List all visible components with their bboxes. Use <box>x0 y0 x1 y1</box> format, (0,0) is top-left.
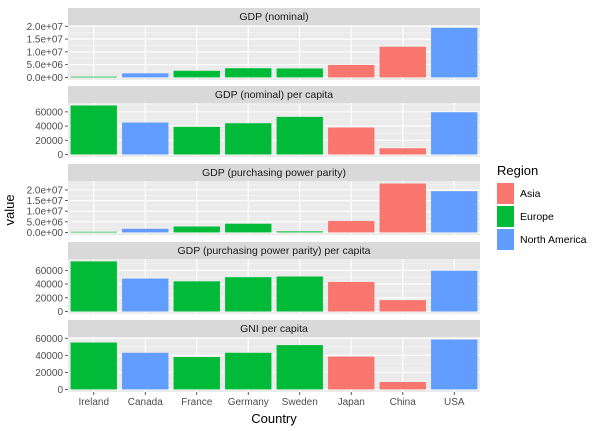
x-tick-label: China <box>390 397 417 408</box>
facet-title: GDP (purchasing power parity) <box>202 167 346 179</box>
x-tick-label: Japan <box>338 397 365 408</box>
x-tick-label: Ireland <box>78 397 109 408</box>
y-tick-label: 5.0e+06 <box>27 60 64 71</box>
bar-sweden <box>276 116 323 155</box>
bar-france <box>173 70 220 78</box>
facet-title: GDP (nominal) per capita <box>215 89 333 101</box>
y-tick-label: 2.0e+07 <box>27 185 64 196</box>
bar-japan <box>328 127 375 155</box>
y-axis-title: value <box>2 194 17 225</box>
facet-strip <box>68 164 480 181</box>
bar-germany <box>225 277 272 312</box>
bar-japan <box>328 64 375 78</box>
legend-key-north-america <box>497 229 514 250</box>
bar-sweden <box>276 345 323 390</box>
bar-japan <box>328 282 375 312</box>
x-tick-label: Germany <box>228 397 269 408</box>
bar-sweden <box>276 276 323 312</box>
bar-china <box>379 183 426 233</box>
bar-usa <box>431 191 478 233</box>
legend-title: Region <box>497 163 538 178</box>
bar-germany <box>225 352 272 390</box>
bar-china <box>379 382 426 390</box>
y-tick-label: 1.0e+07 <box>27 47 64 58</box>
y-tick-label: 60000 <box>35 334 63 345</box>
facet-strip <box>68 320 480 337</box>
y-tick-label: 1.5e+07 <box>27 196 64 207</box>
y-tick-label: 60000 <box>35 107 63 118</box>
bar-japan <box>328 220 375 233</box>
bar-china <box>379 148 426 155</box>
bar-usa <box>431 270 478 312</box>
bar-usa <box>431 112 478 155</box>
legend-label: Asia <box>520 188 541 200</box>
y-tick-label: 1.5e+07 <box>27 35 64 46</box>
y-tick-label: 0 <box>57 307 63 318</box>
bar-france <box>173 357 220 390</box>
bar-germany <box>225 223 272 233</box>
x-tick-label: Sweden <box>282 397 318 408</box>
x-tick-label: France <box>181 397 213 408</box>
facet-title: GDP (purchasing power parity) per capita <box>178 245 371 257</box>
bar-canada <box>122 122 169 155</box>
x-tick-label: Canada <box>128 397 163 408</box>
bar-usa <box>431 27 478 78</box>
y-tick-label: 40000 <box>35 351 63 362</box>
y-tick-label: 1.0e+07 <box>27 207 64 218</box>
facet-strip <box>68 8 480 25</box>
bar-usa <box>431 339 478 390</box>
facet-strip <box>68 86 480 103</box>
y-tick-label: 0.0e+00 <box>27 228 64 239</box>
bar-china <box>379 300 426 312</box>
y-tick-label: 0 <box>57 385 63 396</box>
y-tick-label: 20000 <box>35 368 63 379</box>
bar-canada <box>122 352 169 390</box>
bar-japan <box>328 356 375 390</box>
bar-france <box>173 226 220 233</box>
bar-ireland <box>70 105 117 155</box>
y-tick-label: 0.0e+00 <box>27 73 64 84</box>
bar-germany <box>225 123 272 155</box>
y-tick-label: 0 <box>57 150 63 161</box>
facet-title: GNI per capita <box>240 323 308 335</box>
y-tick-label: 20000 <box>35 136 63 147</box>
bar-france <box>173 281 220 312</box>
bar-germany <box>225 68 272 78</box>
legend-key-europe <box>497 206 514 227</box>
x-tick-label: USA <box>444 397 465 408</box>
y-tick-label: 40000 <box>35 122 63 133</box>
bar-canada <box>122 278 169 312</box>
bar-ireland <box>70 76 117 78</box>
bar-france <box>173 126 220 155</box>
y-tick-label: 5.0e+06 <box>27 217 64 228</box>
y-tick-label: 2.0e+07 <box>27 22 64 33</box>
y-tick-label: 40000 <box>35 280 63 291</box>
legend-label: Europe <box>520 211 554 223</box>
bar-china <box>379 46 426 78</box>
x-axis-title: Country <box>251 411 297 426</box>
legend-key-asia <box>497 183 514 204</box>
bar-ireland <box>70 261 117 312</box>
bar-ireland <box>70 342 117 390</box>
legend-label: North America <box>520 234 587 246</box>
facet-strip <box>68 242 480 259</box>
bar-canada <box>122 73 169 78</box>
bar-canada <box>122 228 169 233</box>
y-tick-label: 60000 <box>35 266 63 277</box>
bar-sweden <box>276 68 323 78</box>
bar-sweden <box>276 231 323 233</box>
facet-title: GDP (nominal) <box>239 11 308 23</box>
bar-ireland <box>70 231 117 233</box>
y-tick-label: 20000 <box>35 293 63 304</box>
